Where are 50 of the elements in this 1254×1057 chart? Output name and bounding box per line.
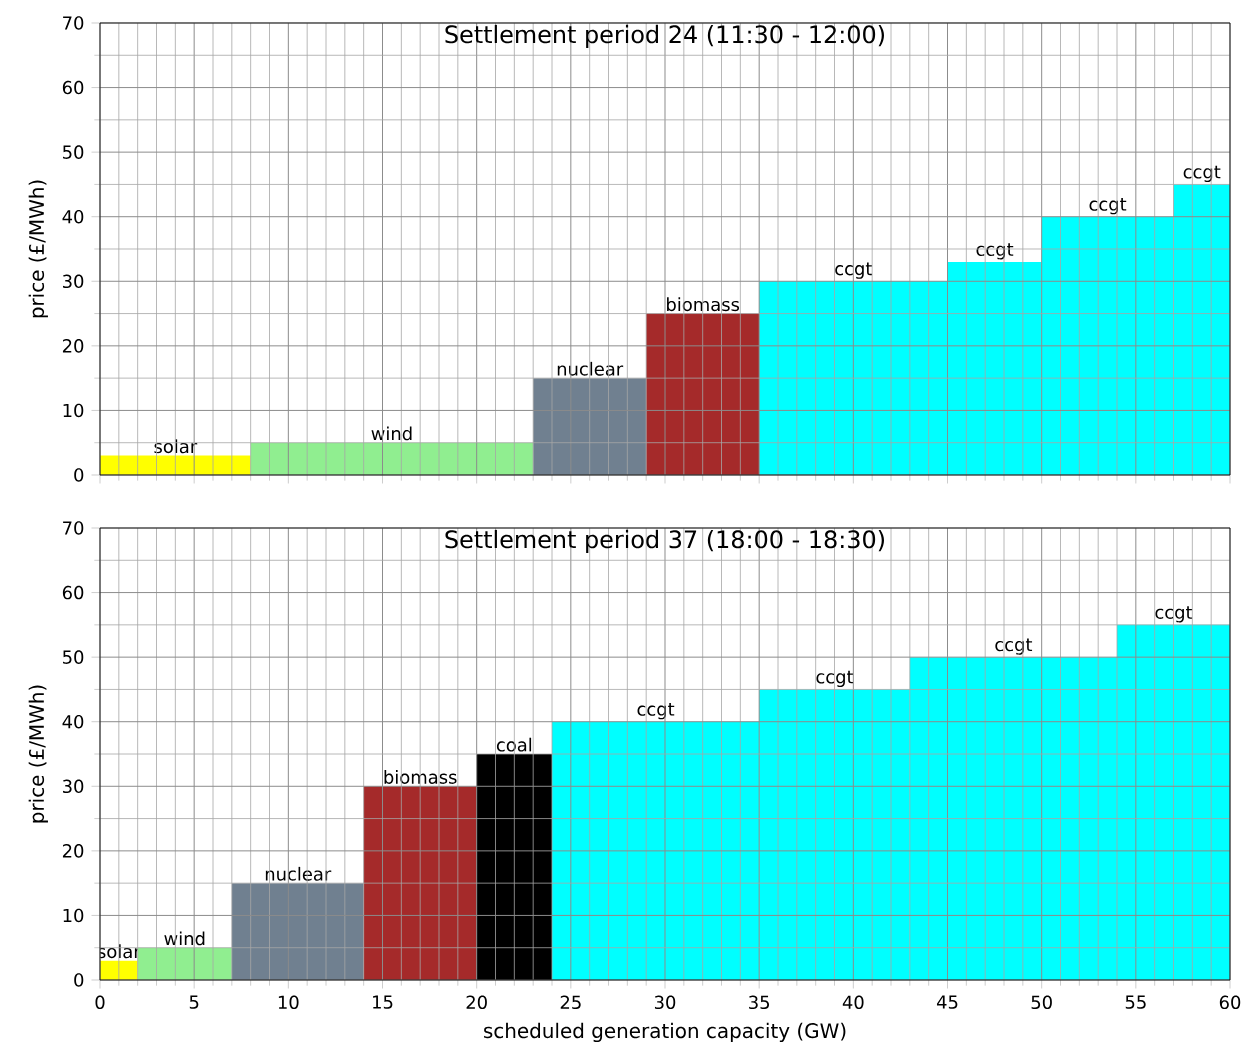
y-tick-label: 10 [63,908,84,923]
series-label: biomass [667,297,740,312]
series-label: solar [154,439,198,454]
series-label: ccgt [1089,197,1127,215]
x-tick-label: 40 [842,995,864,1010]
series-label: ccgt [1155,606,1193,623]
y-tick-label: 40 [62,209,84,224]
x-tick-label: 55 [1125,995,1146,1009]
x-tick-label: 5 [189,995,199,1009]
series-label: nuclear [557,361,624,376]
x-tick-label: 25 [560,995,581,1010]
x-tick-label: 45 [936,995,958,1009]
y-tick-label: 50 [63,650,84,664]
y-tick-label: 40 [62,714,84,729]
series-label: coal [496,737,532,752]
y-tick-label: 20 [62,844,84,858]
y-tick-label: 50 [63,145,84,159]
x-tick-label: 10 [278,995,299,1010]
series-label: biomass [384,770,457,784]
series-label: ccgt [995,638,1033,655]
x-tick-label: 50 [1031,995,1052,1010]
y-axis-title: price (£/MWh) [28,180,48,318]
x-tick-label: 15 [373,995,393,1009]
x-tick-label: 30 [654,995,676,1010]
series-label: ccgt [1183,165,1221,183]
series-label: ccgt [976,243,1014,260]
y-tick-label: 60 [62,80,84,95]
y-axis-title: price (£/MWh) [28,685,48,823]
x-axis-title: scheduled generation capacity (GW) [484,1022,846,1043]
y-tick-label: 70 [63,16,84,30]
y-tick-label: 20 [62,339,84,353]
y-tick-label: 70 [63,521,84,535]
y-tick-label: 10 [63,403,84,418]
chart-title: Settlement period 37 (18:00 - 18:30) [445,529,884,553]
y-tick-label: 0 [74,973,84,987]
series-label: wind [164,931,205,946]
y-tick-label: 0 [74,468,84,482]
series-label: ccgt [835,262,872,279]
x-tick-label: 60 [1219,995,1241,1010]
chart-title: Settlement period 24 (11:30 - 12:00) [445,24,884,48]
series-label: wind [371,426,412,441]
x-tick-label: 0 [95,995,105,1010]
series-label: ccgt [637,702,675,720]
x-tick-label: 20 [466,995,487,1010]
series-label: ccgt [816,670,854,688]
y-tick-label: 30 [63,779,84,794]
x-tick-label: 35 [749,995,770,1010]
y-tick-label: 60 [62,585,84,600]
y-tick-label: 30 [63,274,84,289]
series-label: nuclear [265,866,332,881]
